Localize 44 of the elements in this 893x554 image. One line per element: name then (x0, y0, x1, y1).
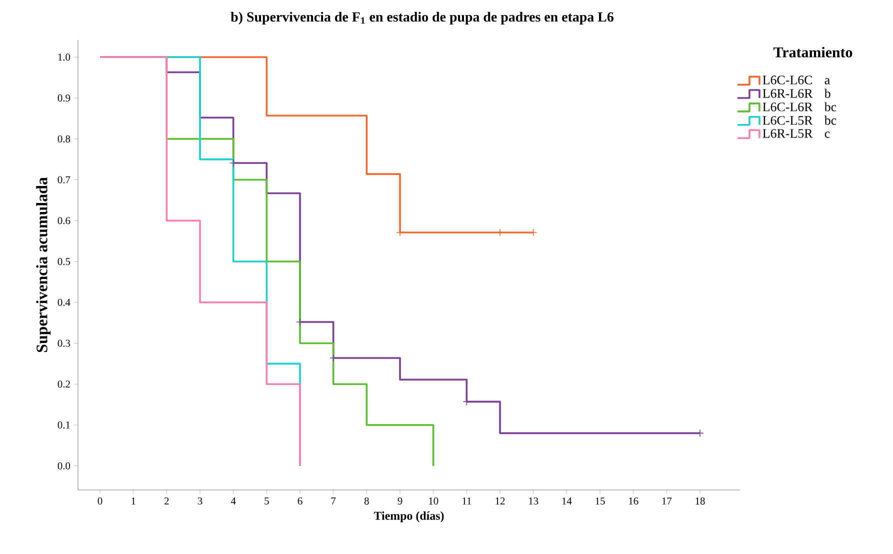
x-tick-label: 7 (331, 498, 336, 504)
y-tick-label: 0.0 (58, 462, 70, 470)
text: c (824, 132, 830, 138)
x-tick-label: 2 (164, 498, 169, 504)
y-tick-label: 0.7 (58, 176, 70, 184)
x-tick-label: 17 (662, 498, 672, 504)
x-tick-label: 1 (132, 498, 136, 504)
x-tick-label: 13 (529, 498, 538, 505)
legend-label: L6R-L6R (762, 89, 813, 98)
legend-title: Tratamiento (774, 46, 852, 58)
y-tick-label: 0.5 (58, 258, 70, 266)
y-axis-title: Supervivencia acumulada (36, 177, 51, 352)
y-tick-label: 0.2 (58, 380, 70, 388)
x-axis-title: Tiempo (días) (374, 511, 444, 522)
x-tick-label: 9 (398, 498, 402, 505)
y-tick-label: 1.0 (58, 54, 70, 61)
x-tick-label: 3 (198, 498, 202, 505)
chart-title: b) Supervivencia de F$_{1}$ en estadio de pupa de padres en etapa L6 (230, 12, 614, 24)
x-tick-label: 8 (364, 498, 369, 505)
y-tick-label: 0.3 (58, 340, 70, 347)
text: b (824, 88, 830, 98)
x-tick-label: 5 (264, 498, 269, 504)
x-tick-label: 10 (429, 498, 438, 505)
legend-label: L6C-L5R (762, 116, 813, 125)
x-tick-label: 11 (462, 498, 472, 504)
x-tick-label: 14 (562, 498, 572, 504)
x-tick-label: 4 (230, 498, 236, 504)
y-tick-label: 0.8 (58, 135, 70, 142)
legend-label: L6C-L6C (762, 76, 812, 84)
x-tick-label: 18 (696, 498, 705, 505)
x-tick-label: 12 (496, 498, 505, 504)
y-tick-label: 0.6 (58, 217, 70, 224)
y-tick-label: 0.1 (58, 421, 70, 429)
text: bc (824, 102, 836, 112)
x-tick-label: 15 (596, 498, 605, 505)
y-tick-label: 0.9 (58, 94, 70, 102)
text: bc (824, 116, 836, 125)
legend-label: L6C-L6R (762, 102, 813, 112)
x-tick-label: 6 (298, 498, 302, 505)
y-tick-label: 0.4 (58, 298, 70, 306)
x-tick-label: 0 (98, 498, 102, 505)
x-tick-label: 16 (629, 498, 638, 505)
text: a (824, 78, 830, 84)
legend-label: L6R-L5R (762, 129, 813, 138)
